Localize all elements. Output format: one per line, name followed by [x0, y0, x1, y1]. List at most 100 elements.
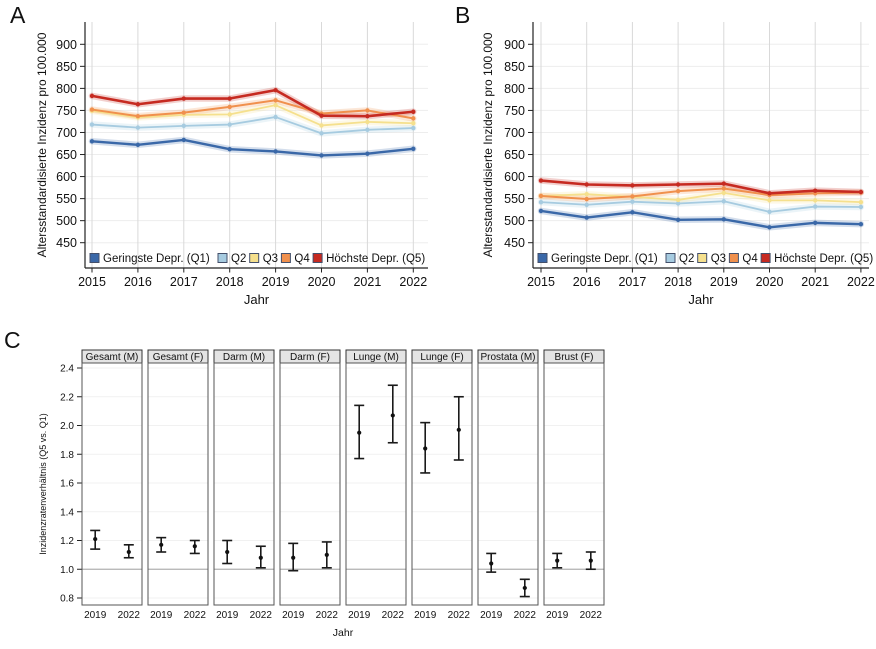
y-tick-label: 0.8 [60, 594, 74, 605]
legend-swatch [728, 253, 739, 263]
facet-strip-label: Darm (F) [290, 352, 330, 363]
series-line [540, 191, 861, 204]
panel-a: 450 500 550 600 650 700 750 800 850 900 2015 2016 20… [0, 0, 438, 325]
estimate-point [159, 542, 164, 547]
y-tick-label: 850 [56, 60, 77, 74]
x-tick-label: 2018 [216, 275, 244, 289]
x-tick-label: 2019 [84, 610, 107, 621]
data-point [365, 119, 370, 125]
data-point [89, 139, 95, 144]
x-tick-label: 2016 [573, 275, 601, 289]
series-line [540, 200, 861, 213]
facet-border [81, 362, 143, 606]
series-line [540, 187, 861, 201]
x-tick-label: 2016 [124, 275, 152, 289]
estimate-point [489, 561, 494, 566]
data-point [767, 191, 772, 196]
x-tick-label: 2019 [414, 610, 437, 621]
data-point [813, 220, 818, 226]
data-point [319, 113, 324, 118]
y-tick-label: 900 [56, 38, 77, 52]
facet-border [147, 362, 209, 606]
y-axis-title: Altersstandardisierte Inzidenz pro 100.0… [481, 32, 495, 257]
x-tick-label: 2022 [847, 275, 875, 289]
x-tick-label: 2019 [546, 610, 569, 621]
data-point [721, 181, 726, 186]
data-point [273, 98, 278, 103]
facet-bg [82, 363, 142, 605]
legend-label: Q3 [263, 253, 278, 265]
y-tick-label: 2.0 [60, 421, 74, 432]
chart-a-incidence-lines: 450 500 550 600 650 700 750 800 850 900 2015 2016 20… [35, 22, 428, 307]
legend-label: Q4 [742, 253, 758, 265]
data-point [813, 188, 818, 193]
data-point [227, 104, 232, 110]
data-point [273, 149, 278, 154]
data-point [135, 113, 141, 119]
estimate-point [522, 585, 527, 591]
data-point [135, 142, 141, 148]
x-tick-label: 2022 [250, 610, 273, 621]
y-tick-label: 1.4 [60, 507, 74, 518]
data-point [858, 221, 864, 227]
facet-bg [478, 363, 538, 605]
y-tick-label: 500 [504, 214, 525, 228]
data-point [365, 127, 370, 133]
estimate-point [324, 552, 329, 557]
x-tick-label: 2015 [78, 275, 106, 289]
x-tick-label: 2022 [448, 610, 471, 621]
x-tick-label: 2019 [480, 610, 503, 621]
x-tick-label: 2022 [316, 610, 339, 621]
data-point [675, 201, 681, 206]
facet-border [543, 362, 605, 606]
y-tick-label: 750 [504, 104, 525, 118]
data-point [767, 225, 772, 230]
estimate-point [291, 555, 296, 560]
data-point [411, 109, 416, 114]
data-point [630, 199, 635, 204]
y-tick-label: 2.2 [60, 392, 74, 403]
y-tick-label: 500 [56, 214, 77, 228]
series-line [91, 138, 414, 157]
y-axis-title: Altersstandardisierte Inzidenz pro 100.0… [35, 32, 49, 257]
data-point [319, 153, 324, 158]
x-tick-label: 2018 [664, 275, 692, 289]
legend-label: Q3 [711, 253, 726, 265]
x-tick-label: 2020 [756, 275, 784, 289]
x-tick-label: 2022 [399, 275, 427, 289]
legend-label: Geringste Depr. (Q1) [551, 253, 658, 265]
data-point [767, 209, 772, 215]
legend-label: Q2 [679, 253, 694, 265]
data-point [89, 93, 95, 99]
data-point [584, 182, 589, 187]
series-line [540, 209, 861, 229]
data-point [721, 199, 726, 204]
data-point [538, 193, 544, 199]
legend-swatch [697, 253, 708, 263]
data-point [858, 199, 864, 205]
data-point [584, 215, 589, 220]
data-point [767, 198, 772, 203]
estimate-point [126, 549, 131, 555]
data-point [675, 197, 681, 203]
data-point [411, 121, 416, 126]
data-point [721, 190, 726, 196]
data-point [411, 116, 416, 121]
facet-border [477, 362, 539, 606]
facet-bg [544, 363, 604, 605]
facet-bg [214, 363, 274, 605]
y-tick-label: 900 [504, 38, 525, 52]
data-point [135, 102, 141, 107]
legend-swatch [760, 253, 771, 263]
facet-strip-label: Gesamt (F) [153, 352, 204, 363]
x-tick-label: 2021 [801, 275, 829, 289]
estimate-point [555, 558, 560, 563]
facet-strip-label: Gesamt (M) [86, 352, 139, 363]
data-point [319, 131, 324, 136]
series-line [540, 179, 861, 195]
estimate-point [258, 555, 263, 560]
data-point [584, 202, 589, 207]
legend-swatch [89, 253, 100, 263]
x-axis-title: Jahr [244, 292, 270, 307]
data-point [813, 204, 818, 209]
